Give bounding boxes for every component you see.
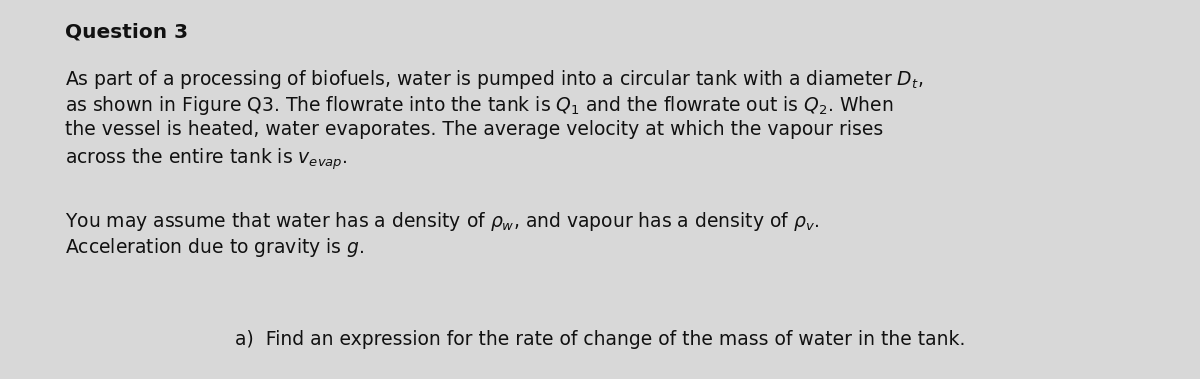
Text: across the entire tank is $v_{evap}$.: across the entire tank is $v_{evap}$. [65,146,348,172]
Text: Question 3: Question 3 [65,22,188,41]
Text: as shown in Figure Q3. The flowrate into the tank is $Q_1$ and the flowrate out : as shown in Figure Q3. The flowrate into… [65,94,893,117]
Text: Acceleration due to gravity is $g$.: Acceleration due to gravity is $g$. [65,236,365,259]
Text: As part of a processing of biofuels, water is pumped into a circular tank with a: As part of a processing of biofuels, wat… [65,68,923,91]
Text: You may assume that water has a density of $\rho_w$, and vapour has a density of: You may assume that water has a density … [65,210,820,233]
Text: a)  Find an expression for the rate of change of the mass of water in the tank.: a) Find an expression for the rate of ch… [235,330,965,349]
Text: the vessel is heated, water evaporates. The average velocity at which the vapour: the vessel is heated, water evaporates. … [65,120,883,139]
